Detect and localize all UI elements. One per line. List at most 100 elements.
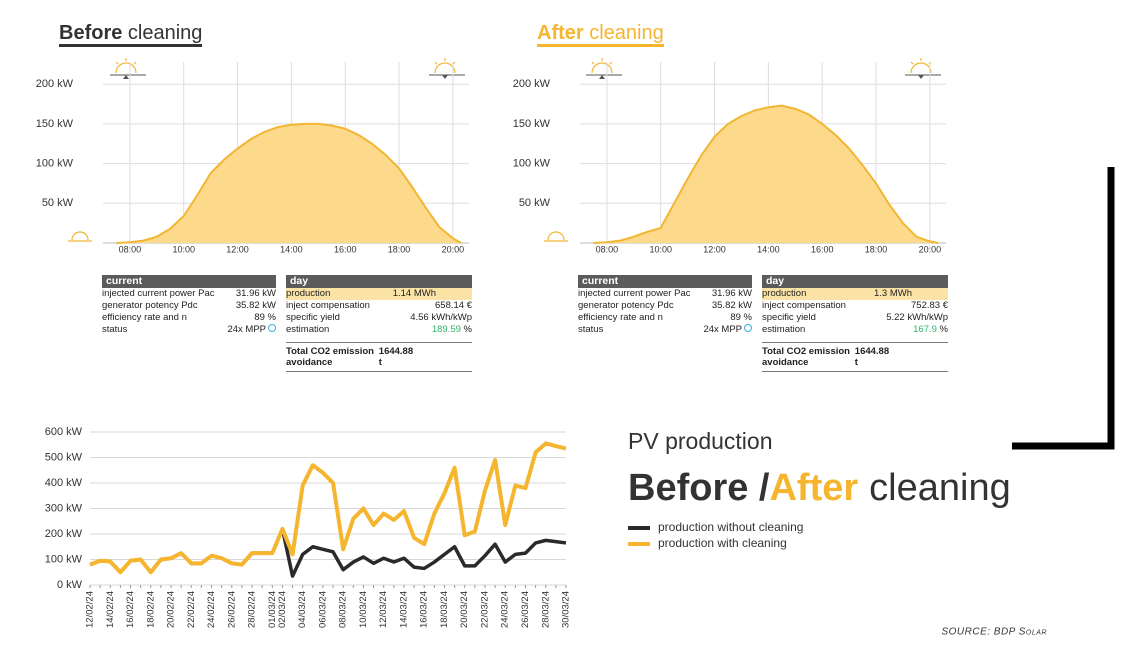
heading-bold: After: [537, 22, 584, 44]
headline-part: cleaning: [869, 467, 1011, 509]
row-value: 35.82 kW: [236, 300, 276, 312]
table-row: inject compensation 658.14 €: [286, 300, 472, 312]
headline: Before /After cleaning: [628, 467, 1011, 509]
x-tick-label: 20:00: [442, 244, 465, 254]
legend-label: production with cleaning: [658, 536, 787, 550]
total-row: Total CO2 emission avoidance 1644.88 t: [762, 342, 948, 372]
x-tick-label: 20/03/24: [459, 591, 470, 628]
table-row: generator potency Pdc 35.82 kW: [102, 300, 276, 312]
total-row: Total CO2 emission avoidance 1644.88 t: [286, 342, 472, 372]
x-tick-label: 14/02/24: [105, 591, 116, 628]
table-row: inject compensation 752.83 €: [762, 300, 948, 312]
row-label: production: [286, 288, 331, 299]
table-row: generator potency Pdc 35.82 kW: [578, 300, 752, 312]
row-value: 5.22 kWh/kWp: [886, 312, 948, 324]
row-value-text: 752.83 €: [911, 300, 948, 311]
x-tick-label: 06/03/24: [317, 591, 328, 628]
y-tick-label: 500 kW: [45, 451, 83, 463]
row-value-text: 24x MPP: [227, 324, 266, 335]
x-tick-label: 14/03/24: [398, 591, 409, 628]
row-value: 35.82 kW: [712, 300, 752, 312]
row-label: specific yield: [286, 312, 340, 323]
heading-rest: cleaning: [589, 22, 664, 44]
x-tick-label: 28/02/24: [247, 591, 258, 628]
x-tick-label: 08/03/24: [338, 591, 349, 628]
y-tick-label: 50 kW: [42, 197, 74, 209]
x-tick-label: 24/02/24: [206, 591, 217, 628]
row-label: generator potency Pdc: [102, 300, 198, 311]
table-header: day: [286, 275, 472, 288]
current-table: current injected current power Pac 31.96 k…: [102, 275, 276, 336]
table-row: status 24x MPP: [102, 324, 276, 336]
row-value-text: 89 %: [254, 312, 276, 323]
y-tick-label: 400 kW: [45, 477, 83, 489]
y-tick-label: 50 kW: [519, 197, 551, 209]
y-tick-label: 100 kW: [45, 553, 83, 565]
area: [593, 105, 938, 243]
x-tick-label: 26/03/24: [520, 591, 531, 628]
x-tick-label: 16/02/24: [125, 591, 136, 628]
table-header: current: [102, 275, 276, 288]
row-value: 1.14 MWh: [393, 288, 472, 300]
table-header: current: [578, 275, 752, 288]
sun-icon: [68, 58, 941, 242]
row-label: efficiency rate and n: [102, 312, 187, 323]
x-tick-label: 12:00: [703, 244, 726, 254]
row-value-text: 189.59: [431, 324, 461, 335]
x-tick-label: 22/02/24: [186, 591, 197, 628]
x-tick-label: 30/03/24: [561, 591, 572, 628]
y-tick-label: 100 kW: [513, 158, 551, 170]
current-table: current injected current power Pac 31.96 k…: [578, 275, 752, 336]
row-value-text: 35.82 kW: [235, 300, 276, 311]
row-value-text: 167.9: [913, 324, 937, 335]
x-tick-label: 18/02/24: [145, 591, 156, 628]
x-tick-label: 18:00: [388, 244, 411, 254]
table-row: estimation 189.59 %: [286, 324, 472, 336]
row-value: 189.59 %: [432, 324, 472, 336]
headline-part: After: [769, 467, 858, 509]
row-label: status: [578, 324, 604, 335]
row-value: 24x MPP: [227, 324, 276, 336]
table-row: estimation 167.9 %: [762, 324, 948, 336]
row-value: 24x MPP: [703, 324, 752, 336]
line: [593, 104, 939, 244]
x-tick-label: 04/03/24: [297, 591, 308, 628]
table-row: efficiency rate and n 89 %: [578, 312, 752, 324]
y-tick-label: 600 kW: [45, 426, 83, 438]
y-tick-label: 100 kW: [36, 158, 74, 170]
row-value: 1.3 MWh: [874, 288, 948, 300]
legend-label: production without cleaning: [658, 520, 803, 534]
table-header: day: [762, 275, 948, 288]
row-value: 167.9 %: [913, 324, 948, 336]
day-table: day production 1.14 MWh inject compensation…: [286, 275, 472, 372]
x-tick-label: 22/03/24: [479, 591, 490, 628]
x-tick-label: 08:00: [119, 244, 142, 254]
row-value-text: 89 %: [730, 312, 752, 323]
x-tick-label: 16:00: [334, 244, 357, 254]
area: [116, 123, 461, 243]
table-row: production 1.3 MWh: [762, 288, 948, 300]
x-tick-label: 12/02/24: [85, 591, 96, 628]
row-value-text: 1.3 MWh: [873, 288, 912, 299]
x-tick-label: 20/02/24: [166, 591, 177, 628]
y-tick-label: 200 kW: [36, 78, 74, 90]
subtitle: PV production: [628, 428, 772, 454]
x-tick-label: 12/03/24: [378, 591, 389, 628]
series-line: [89, 441, 567, 575]
x-tick-label: 14:00: [280, 244, 303, 254]
day-table: day production 1.3 MWh inject compensation 7…: [762, 275, 948, 372]
x-tick-label: 01/03/24: [267, 591, 278, 628]
row-value-text: 1.14 MWh: [392, 288, 436, 299]
row-value-text: 24x MPP: [703, 324, 742, 335]
heading-bold: Before: [59, 22, 123, 44]
row-label: production: [762, 288, 807, 299]
panel-heading: Before cleaning: [59, 22, 203, 47]
row-label: inject compensation: [762, 300, 846, 311]
table-row: injected current power Pac 31.96 kW: [578, 288, 752, 300]
row-label: injected current power Pac: [102, 288, 215, 299]
x-tick-label: 12:00: [226, 244, 249, 254]
status-icon: [268, 324, 276, 332]
row-value-text: 4.56 kWh/kWp: [410, 312, 472, 323]
row-value: 89 %: [254, 312, 276, 324]
